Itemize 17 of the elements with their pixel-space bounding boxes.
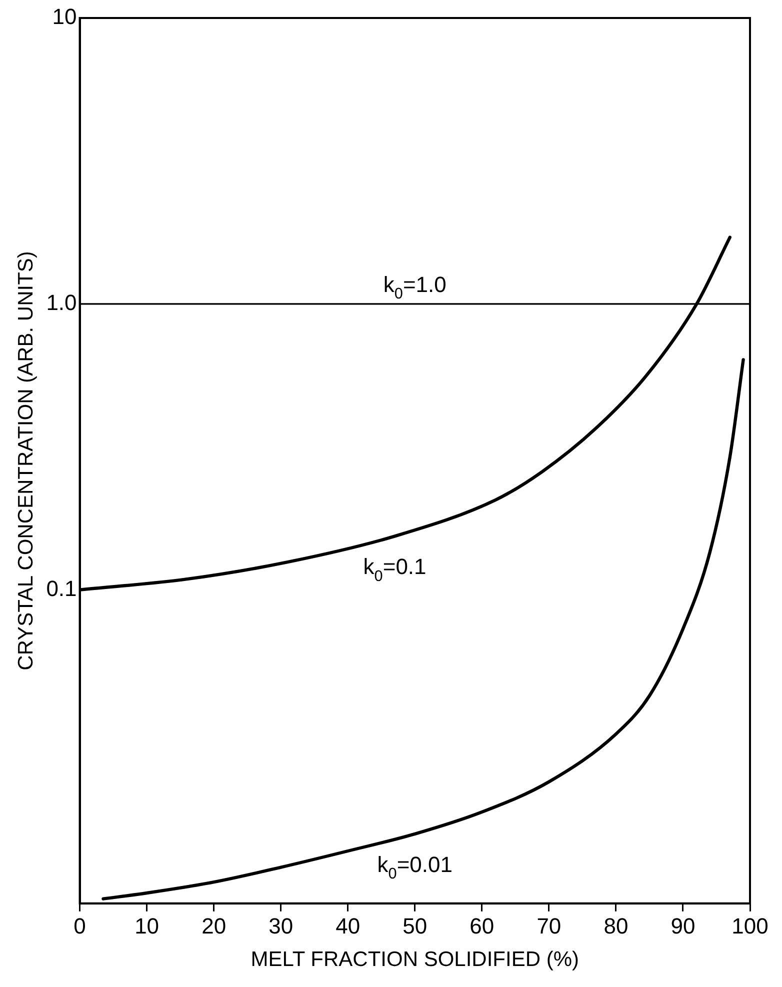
x-tick-label: 0 [74, 914, 86, 939]
x-tick-label: 60 [470, 914, 494, 939]
y-tick-label: 1.0 [46, 290, 77, 315]
x-tick-label: 40 [336, 914, 360, 939]
x-tick-label: 30 [268, 914, 294, 939]
x-tick-label: 70 [536, 914, 562, 939]
x-axis-title: MELT FRACTION SOLIDIFIED (%) [250, 948, 580, 972]
x-tick-label: 50 [402, 914, 428, 939]
x-tick-label: 10 [134, 914, 160, 939]
x-tick-label: 20 [202, 914, 226, 939]
y-tick-label: 0.1 [46, 576, 77, 601]
x-tick-label: 90 [670, 914, 696, 939]
x-tick-label: 100 [732, 914, 768, 939]
y-axis-title: CRYSTAL CONCENTRATION (ARB. UNITS) [14, 251, 38, 670]
y-tick-label: 10 [52, 4, 77, 30]
line-series [102, 358, 745, 900]
x-tick-label: 80 [604, 914, 628, 939]
